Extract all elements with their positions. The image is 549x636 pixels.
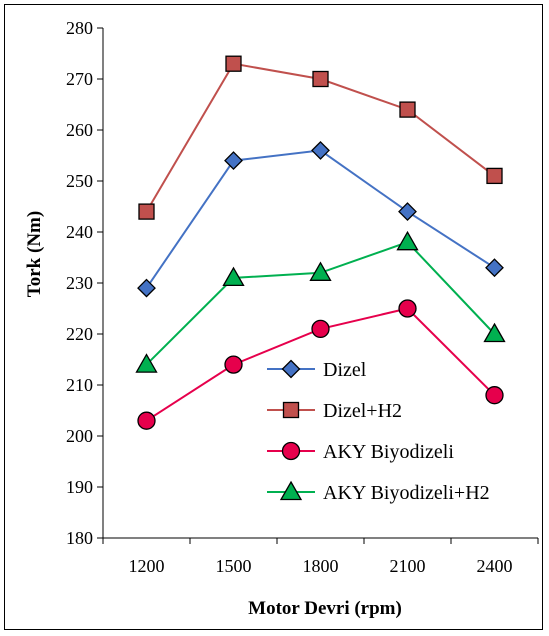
legend-marker-1 xyxy=(282,401,300,419)
series-3-point-3 xyxy=(396,230,419,251)
series-2-point-1 xyxy=(224,355,243,374)
x-tick-label-2100: 2100 xyxy=(390,556,426,576)
series-2-point-3 xyxy=(398,299,417,318)
y-tick-label-190: 190 xyxy=(66,477,93,497)
series-3-point-4 xyxy=(483,322,506,343)
y-tick-label-280: 280 xyxy=(66,18,93,38)
chart-frame xyxy=(4,4,543,630)
series-0-point-4 xyxy=(485,258,504,278)
series-2-point-4 xyxy=(485,386,504,405)
y-tick-label-200: 200 xyxy=(66,426,93,446)
legend: Dizel Dizel+H2 AKY Biyodizeli AKY Biyodizel… xyxy=(267,359,490,504)
axes: 180 190 200 210 220 230 240 250 260 270 280 1200 150… xyxy=(66,18,539,576)
series-3-point-1 xyxy=(222,266,245,287)
y-tick-label-250: 250 xyxy=(66,171,93,191)
y-tick-label-230: 230 xyxy=(66,273,93,293)
series-3-point-0 xyxy=(135,353,158,373)
series-0-point-0 xyxy=(137,278,156,298)
series-2-point-2 xyxy=(311,319,330,339)
series-line-3 xyxy=(145,241,496,366)
y-tick-label-260: 260 xyxy=(66,120,93,140)
legend-marker-2 xyxy=(281,441,301,461)
series-1-point-2 xyxy=(312,70,329,88)
x-tick-label-1800: 1800 xyxy=(303,556,339,576)
y-tick-label-270: 270 xyxy=(66,69,93,89)
legend-label-3: AKY Biyodizeli+H2 xyxy=(323,482,490,504)
series-1-point-0 xyxy=(138,203,155,220)
series-3-point-2 xyxy=(309,261,332,281)
y-tick-label-180: 180 xyxy=(66,528,93,548)
series-1-point-1 xyxy=(225,55,242,72)
legend-marker-0 xyxy=(281,359,301,379)
series-layer xyxy=(135,55,506,430)
series-0-point-2 xyxy=(311,140,330,160)
legend-label-0: Dizel xyxy=(323,359,367,381)
y-tick-label-220: 220 xyxy=(66,324,93,344)
y-axis-title: Tork (Nm) xyxy=(24,211,45,297)
series-0-point-3 xyxy=(398,202,417,222)
series-1-point-3 xyxy=(399,101,416,118)
x-tick-label-2400: 2400 xyxy=(477,556,513,576)
legend-marker-3 xyxy=(279,480,303,501)
x-tick-label-1500: 1500 xyxy=(216,556,252,576)
x-axis-title: Motor Devri (rpm) xyxy=(248,598,402,619)
series-2-point-0 xyxy=(137,411,156,430)
legend-label-2: AKY Biyodizeli xyxy=(323,441,454,463)
series-0-point-1 xyxy=(224,151,243,171)
x-tick-label-1200: 1200 xyxy=(129,556,165,576)
y-tick-label-240: 240 xyxy=(66,222,93,242)
series-1-point-4 xyxy=(486,167,503,185)
legend-label-1: Dizel+H2 xyxy=(323,400,402,422)
y-tick-label-210: 210 xyxy=(66,375,93,395)
